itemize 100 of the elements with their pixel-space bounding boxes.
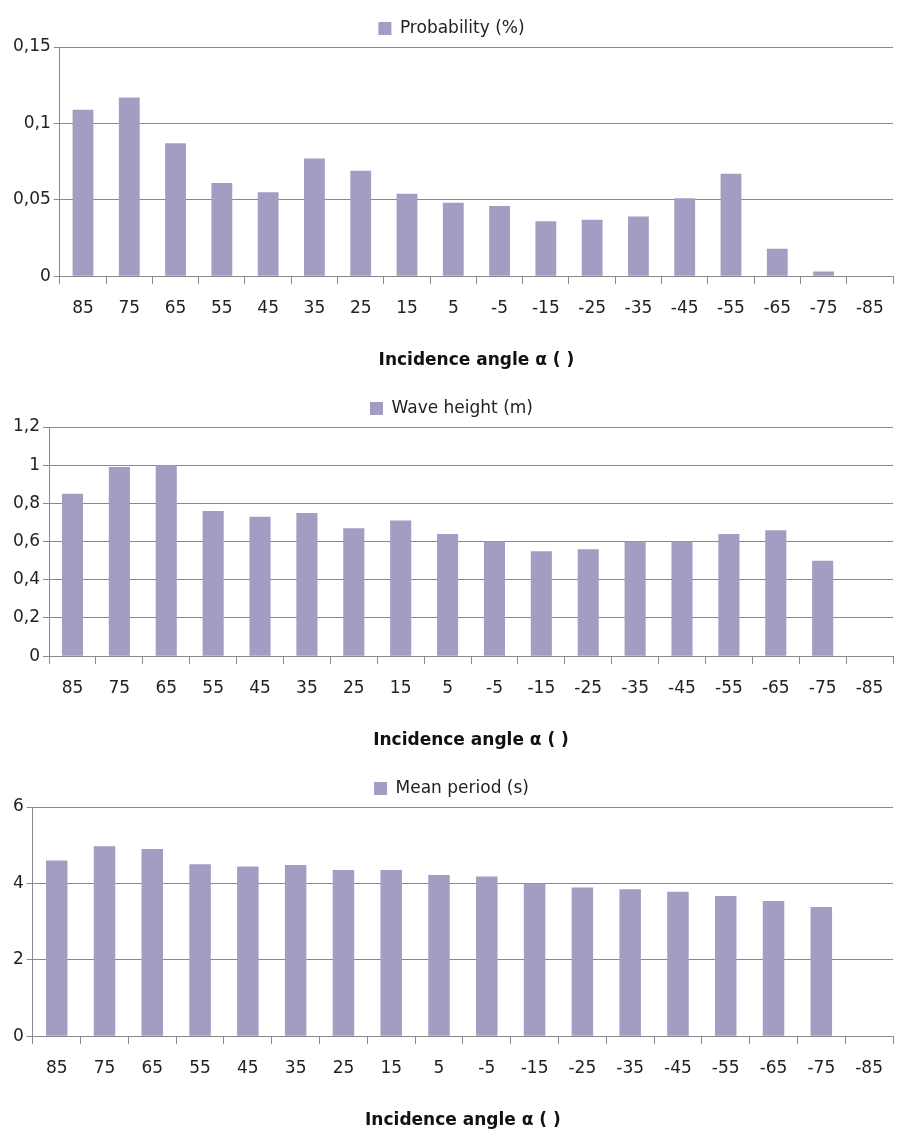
x-tick-label: -85 <box>855 296 884 317</box>
x-tick-label: 45 <box>257 296 279 317</box>
bar <box>165 143 186 276</box>
x-tick-label: 75 <box>93 1056 116 1077</box>
bar <box>720 173 742 276</box>
bar <box>671 541 693 656</box>
x-tick-label: -5 <box>478 1056 496 1077</box>
x-tick-label: 35 <box>303 296 326 317</box>
bar <box>118 97 140 276</box>
bar <box>249 516 271 656</box>
y-tick-label: 2 <box>12 948 24 969</box>
bar <box>343 528 365 656</box>
x-tick-label: 5 <box>433 1056 445 1077</box>
x-tick-label: -45 <box>670 296 699 317</box>
bar <box>93 846 116 1036</box>
x-tick-label: 85 <box>61 676 84 697</box>
x-tick-label: 5 <box>442 676 453 697</box>
y-tick-label: 0 <box>29 644 41 665</box>
bar <box>489 205 510 276</box>
x-tick-label: -65 <box>759 1056 788 1077</box>
bar <box>284 865 307 1036</box>
x-tick-label: 65 <box>141 1056 164 1077</box>
x-tick-label: -35 <box>621 676 650 697</box>
x-tick-label: -55 <box>715 676 743 697</box>
bar <box>674 198 696 276</box>
x-tick-label: 5 <box>447 296 459 317</box>
x-axis-title: Incidence angle α ( ) <box>378 349 575 370</box>
legend-label: Mean period (s) <box>395 776 529 797</box>
x-axis-title: Incidence angle α ( ) <box>373 729 569 750</box>
y-tick-label: 4 <box>12 871 24 892</box>
x-tick-label: 65 <box>164 296 187 317</box>
x-tick-label: -55 <box>711 1056 740 1077</box>
x-tick-label: -75 <box>808 676 837 697</box>
x-tick-label: 55 <box>202 676 224 697</box>
bar <box>257 192 279 276</box>
bar <box>624 541 646 656</box>
y-tick-label: 0,15 <box>12 35 51 56</box>
x-tick-label: -25 <box>574 676 603 697</box>
y-tick-label: 0,6 <box>12 530 41 551</box>
bar <box>72 109 94 276</box>
y-tick-label: 0,2 <box>12 606 41 627</box>
bar <box>619 889 641 1036</box>
x-tick-label: -5 <box>491 296 509 317</box>
y-tick-label: 0 <box>40 264 51 285</box>
x-tick-label: 35 <box>284 1056 307 1077</box>
y-tick-label: 6 <box>12 795 24 816</box>
x-tick-label: 45 <box>237 1056 259 1077</box>
y-tick-label: 0,1 <box>23 111 51 132</box>
x-tick-label: 35 <box>296 676 318 697</box>
bar <box>581 219 603 276</box>
bar <box>211 182 233 276</box>
bar <box>762 900 785 1036</box>
x-tick-label: 45 <box>249 676 271 697</box>
x-tick-label: -35 <box>616 1056 645 1077</box>
x-tick-label: 65 <box>155 676 178 697</box>
legend-label: Probability (%) <box>399 16 525 37</box>
x-tick-label: 25 <box>332 1056 355 1077</box>
bar <box>304 158 325 276</box>
bar <box>155 465 177 656</box>
x-tick-label: 85 <box>45 1056 68 1077</box>
legend-label: Wave height (m) <box>391 396 533 417</box>
bar <box>766 248 788 276</box>
bar <box>390 520 412 656</box>
y-tick-label: 0 <box>12 1024 24 1045</box>
bar <box>577 549 599 656</box>
bar <box>61 493 84 656</box>
x-tick-label: 55 <box>189 1056 211 1077</box>
bar <box>476 876 498 1036</box>
x-tick-label: -25 <box>568 1056 597 1077</box>
y-tick-label: 0,05 <box>12 188 51 209</box>
bar <box>428 875 450 1036</box>
x-tick-label: -45 <box>668 676 696 697</box>
bar <box>813 271 834 276</box>
x-tick-label: -45 <box>664 1056 692 1077</box>
bar <box>380 870 402 1036</box>
bar <box>523 883 546 1036</box>
x-tick-label: 85 <box>72 296 94 317</box>
x-tick-label: -75 <box>809 296 838 317</box>
bar <box>571 887 594 1036</box>
bar <box>667 891 689 1036</box>
x-tick-label: 55 <box>211 296 233 317</box>
x-axis-title: Incidence angle α ( ) <box>365 1109 561 1130</box>
bar <box>530 551 552 656</box>
x-tick-label: 25 <box>349 296 372 317</box>
y-tick-label: 1,2 <box>12 415 41 436</box>
x-tick-label: 15 <box>389 676 412 697</box>
x-tick-label: 15 <box>396 296 418 317</box>
x-tick-label: 25 <box>342 676 365 697</box>
x-tick-label: 75 <box>118 296 141 317</box>
x-tick-label: -65 <box>763 296 792 317</box>
bar <box>202 511 224 656</box>
x-tick-label: -65 <box>761 676 790 697</box>
y-tick-label: 0,8 <box>12 491 41 512</box>
bar <box>332 870 355 1036</box>
x-tick-label: -85 <box>855 676 884 697</box>
bar <box>765 530 787 656</box>
x-tick-label: -55 <box>717 296 745 317</box>
bar <box>810 907 833 1036</box>
x-tick-label: -85 <box>855 1056 883 1077</box>
x-tick-label: -15 <box>531 296 560 317</box>
